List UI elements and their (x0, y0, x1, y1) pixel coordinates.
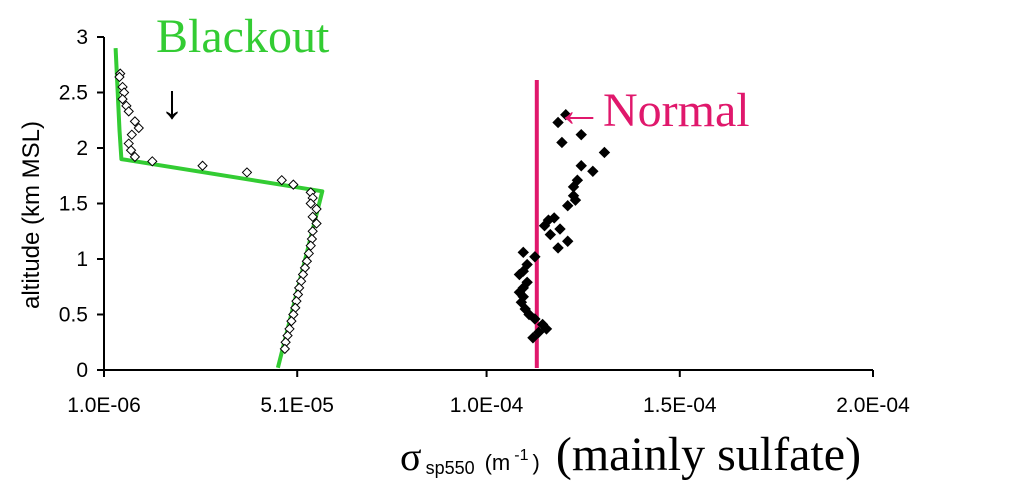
blackout-data-point (311, 218, 322, 229)
normal-data-point (575, 128, 587, 141)
normal-data-point (587, 165, 599, 178)
x-ticks: 1.0E-06 5.1E-05 1.0E-04 1.5E-04 2.0E-04 (67, 370, 910, 417)
x-axis-label-extra: (mainly sulfate) (556, 428, 861, 481)
blackout-data-point (305, 198, 316, 209)
annotation-normal: ←Normal (555, 84, 750, 137)
blackout-data-point (133, 122, 144, 134)
normal-data-point (552, 116, 564, 129)
normal-data-point (548, 212, 560, 224)
annotation-down-arrow: ↓ (160, 76, 184, 129)
blackout-data-point (125, 145, 137, 156)
normal-data-point (575, 160, 587, 172)
normal-data-point (554, 223, 566, 235)
y-tick-label: 1.5 (59, 193, 88, 216)
blackout-data-point (288, 179, 299, 190)
normal-data-point (562, 200, 574, 212)
annotation-blackout: Blackout (156, 10, 330, 63)
blackout-data-point (126, 129, 138, 140)
normal-data-point (529, 251, 541, 263)
x-tick-label: 1.0E-04 (450, 394, 524, 417)
y-tick-label: 2.5 (59, 82, 88, 105)
blackout-data-point (129, 116, 141, 127)
blackout-series (114, 68, 322, 355)
y-axis-label: altitude (km MSL) (18, 121, 45, 309)
x-axis-label-subscript: sp550 (426, 458, 475, 478)
normal-data-point (552, 242, 564, 254)
blackout-data-point (117, 93, 128, 105)
normal-data-point (538, 219, 551, 232)
x-tick-label: 5.1E-05 (260, 394, 334, 417)
normal-data-point (598, 146, 611, 159)
normal-data-point (560, 108, 572, 121)
normal-series (513, 108, 611, 344)
y-tick-label: 1 (76, 248, 88, 271)
x-axis-label-units-prefix: (m (485, 450, 511, 475)
normal-data-point (562, 235, 574, 247)
x-axis-label-units-suffix: ) (533, 450, 540, 475)
normal-data-point (527, 332, 539, 344)
y-tick-label: 0.5 (59, 304, 88, 327)
normal-data-point (556, 136, 568, 149)
normal-data-point (513, 268, 526, 281)
x-tick-label: 1.5E-04 (643, 394, 717, 417)
normal-data-point (517, 246, 529, 259)
y-ticks: 0 0.5 1 1.5 2 2.5 3 (59, 26, 104, 382)
y-tick-label: 2 (76, 137, 88, 160)
y-tick-label: 0 (76, 359, 88, 382)
x-tick-label: 2.0E-04 (836, 394, 910, 417)
blackout-data-point (129, 151, 141, 163)
normal-data-point (540, 323, 553, 335)
blackout-data-point (147, 156, 158, 167)
blackout-data-point (241, 167, 253, 178)
blackout-data-point (276, 174, 287, 186)
normal-data-point (544, 228, 557, 241)
blackout-data-point (279, 343, 291, 355)
normal-data-point (569, 194, 582, 206)
normal-data-point (533, 326, 545, 338)
blackout-data-point (307, 211, 318, 223)
blackout-data-point (197, 160, 208, 171)
x-axis-label-units-sup: -1 (514, 447, 528, 464)
x-tick-label: 1.0E-06 (67, 394, 141, 417)
y-tick-label: 3 (76, 26, 88, 49)
blackout-data-point (311, 203, 322, 215)
x-axis-label: σ sp550 (m -1 ) (mainly sulfate) (400, 428, 861, 481)
blackout-data-point (123, 106, 134, 117)
x-axis-label-symbol: σ (400, 434, 422, 479)
normal-data-point (529, 313, 541, 325)
blackout-data-point (114, 71, 125, 83)
